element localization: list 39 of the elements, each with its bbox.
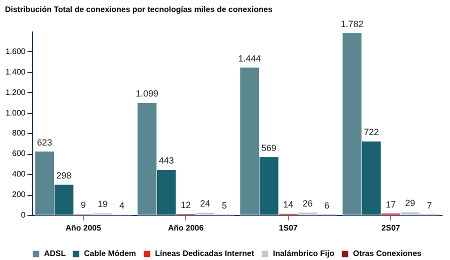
data-label: 298 xyxy=(56,170,72,181)
data-label: 14 xyxy=(283,200,294,210)
y-tick-label: 600 xyxy=(12,149,26,158)
data-label: 17 xyxy=(386,199,396,210)
data-label: 6 xyxy=(324,200,330,210)
data-label: 19 xyxy=(98,199,108,210)
data-label: 5 xyxy=(222,200,227,210)
y-tick-label: 1.600 xyxy=(5,46,26,56)
data-label: 9 xyxy=(80,200,86,210)
y-tick-label: 1.400 xyxy=(5,67,26,76)
legend-label: Otras Conexiones xyxy=(353,249,422,258)
legend-label: Inalámbrico Fijo xyxy=(273,249,334,258)
y-tick-label: 1.200 xyxy=(5,88,26,97)
data-label: 722 xyxy=(364,127,379,138)
y-tick-label: 0 xyxy=(21,210,26,220)
data-label: 12 xyxy=(180,200,191,210)
data-label: 569 xyxy=(261,142,276,153)
y-tick-label: 800 xyxy=(12,128,26,138)
data-label: 1.782 xyxy=(340,18,364,29)
data-label: 1.099 xyxy=(136,88,158,99)
data-label: 26 xyxy=(302,198,313,208)
y-tick-label: 400 xyxy=(12,170,26,179)
legend-label: ADSL xyxy=(44,249,66,258)
chart-title: Distribución Total de conexiones por tecnologías miles de conexiones xyxy=(4,4,273,14)
y-tick-label: 1.000 xyxy=(5,108,26,118)
x-tick-label: Año 2005 xyxy=(65,224,102,232)
data-label: 1.444 xyxy=(238,53,261,64)
legend-label: Cable Módem xyxy=(84,249,136,258)
x-tick-label: 1S07 xyxy=(278,224,298,232)
data-label: 7 xyxy=(426,200,432,210)
data-label: 443 xyxy=(158,156,174,166)
x-tick-label: Año 2006 xyxy=(168,224,204,232)
data-label: 623 xyxy=(37,137,52,148)
x-tick-label: 2S07 xyxy=(381,224,401,232)
legend-label: Líneas Dedicadas Internet xyxy=(155,249,254,258)
data-label: 24 xyxy=(200,198,210,209)
data-label: 29 xyxy=(405,198,416,208)
y-tick-label: 200 xyxy=(12,190,26,200)
data-label: 4 xyxy=(119,200,124,211)
